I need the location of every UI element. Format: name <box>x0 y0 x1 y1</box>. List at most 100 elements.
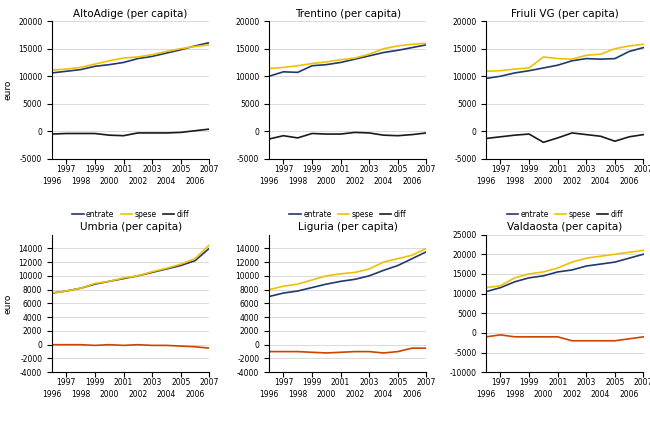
Legend: entrate, spese, diff: entrate, spese, diff <box>287 207 409 222</box>
diff <box>177 130 185 135</box>
diff <box>525 132 533 137</box>
diff <box>408 132 416 137</box>
diff <box>625 134 633 139</box>
spese <box>91 62 99 67</box>
entrate <box>337 60 344 65</box>
Line: spese: spese <box>52 245 209 293</box>
spese <box>48 68 56 73</box>
entrate <box>177 263 185 268</box>
entrate <box>48 291 56 296</box>
diff <box>191 344 199 349</box>
spese <box>640 248 647 253</box>
diff <box>365 130 373 135</box>
entrate <box>640 45 647 50</box>
entrate <box>625 255 633 261</box>
spese <box>77 286 85 291</box>
diff <box>640 334 647 339</box>
Legend: entrate, spese, diff: entrate, spese, diff <box>70 420 192 423</box>
spese <box>540 55 547 60</box>
entrate <box>134 56 142 61</box>
entrate <box>191 44 199 49</box>
spese <box>191 44 199 49</box>
entrate <box>148 270 156 275</box>
diff <box>191 128 199 133</box>
entrate <box>597 57 604 62</box>
Y-axis label: euro: euro <box>3 80 12 100</box>
entrate <box>365 273 373 278</box>
diff <box>77 342 85 347</box>
diff <box>554 135 562 140</box>
spese <box>597 52 604 57</box>
spese <box>497 68 504 73</box>
spese <box>497 283 504 288</box>
diff <box>394 349 402 354</box>
Line: entrate: entrate <box>486 47 644 78</box>
spese <box>62 66 70 71</box>
spese <box>422 246 430 251</box>
spese <box>105 279 113 284</box>
diff <box>597 134 604 139</box>
diff <box>62 131 70 136</box>
spese <box>640 42 647 47</box>
diff <box>568 130 576 135</box>
diff <box>148 343 156 348</box>
entrate <box>640 252 647 257</box>
entrate <box>625 49 633 54</box>
entrate <box>294 70 302 75</box>
spese <box>294 63 302 68</box>
diff <box>525 334 533 339</box>
spese <box>525 272 533 277</box>
spese <box>308 61 316 66</box>
spese <box>625 250 633 255</box>
entrate <box>280 69 287 74</box>
diff <box>380 133 387 138</box>
entrate <box>568 267 576 272</box>
Title: AltoAdige (per capita): AltoAdige (per capita) <box>73 9 188 19</box>
diff <box>365 349 373 354</box>
entrate <box>611 260 619 265</box>
entrate <box>265 294 273 299</box>
entrate <box>162 266 170 272</box>
diff <box>91 131 99 136</box>
spese <box>48 291 56 296</box>
diff <box>91 343 99 348</box>
Line: diff: diff <box>486 133 644 142</box>
entrate <box>554 269 562 275</box>
spese <box>337 271 344 276</box>
entrate <box>611 56 619 61</box>
diff <box>62 342 70 347</box>
spese <box>511 66 519 71</box>
entrate <box>308 285 316 290</box>
entrate <box>62 69 70 74</box>
entrate <box>91 282 99 287</box>
Title: Trentino (per capita): Trentino (per capita) <box>294 9 401 19</box>
entrate <box>62 288 70 294</box>
Title: Liguria (per capita): Liguria (per capita) <box>298 222 398 232</box>
diff <box>48 342 56 347</box>
entrate <box>408 45 416 50</box>
spese <box>134 273 142 278</box>
diff <box>422 346 430 351</box>
entrate <box>422 42 430 47</box>
entrate <box>597 261 604 266</box>
diff <box>120 343 127 348</box>
spese <box>394 44 402 49</box>
spese <box>365 52 373 57</box>
spese <box>91 281 99 286</box>
diff <box>337 132 344 137</box>
entrate <box>120 276 127 281</box>
diff <box>568 338 576 343</box>
entrate <box>525 275 533 280</box>
entrate <box>365 53 373 58</box>
entrate <box>351 277 359 282</box>
entrate <box>337 279 344 284</box>
diff <box>134 342 142 347</box>
spese <box>77 65 85 70</box>
spese <box>380 260 387 265</box>
spese <box>482 69 490 74</box>
entrate <box>205 40 213 45</box>
entrate <box>280 291 287 296</box>
Line: diff: diff <box>269 132 426 139</box>
spese <box>408 42 416 47</box>
entrate <box>134 273 142 278</box>
